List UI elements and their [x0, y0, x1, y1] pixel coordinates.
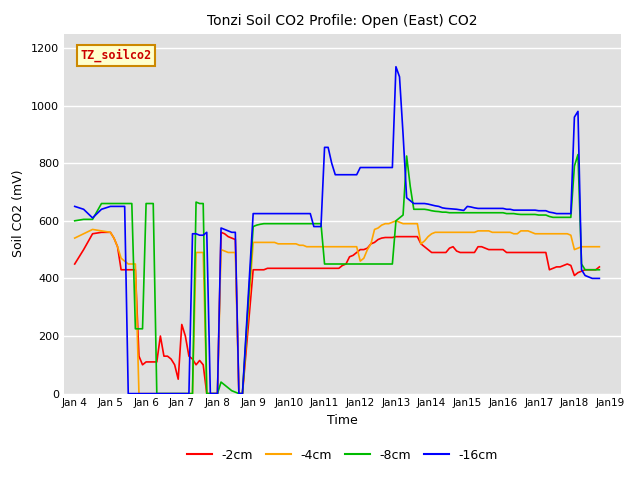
- Title: Tonzi Soil CO2 Profile: Open (East) CO2: Tonzi Soil CO2 Profile: Open (East) CO2: [207, 14, 477, 28]
- Y-axis label: Soil CO2 (mV): Soil CO2 (mV): [12, 170, 26, 257]
- Legend: -2cm, -4cm, -8cm, -16cm: -2cm, -4cm, -8cm, -16cm: [182, 444, 503, 467]
- X-axis label: Time: Time: [327, 414, 358, 427]
- Text: TZ_soilco2: TZ_soilco2: [81, 48, 152, 62]
